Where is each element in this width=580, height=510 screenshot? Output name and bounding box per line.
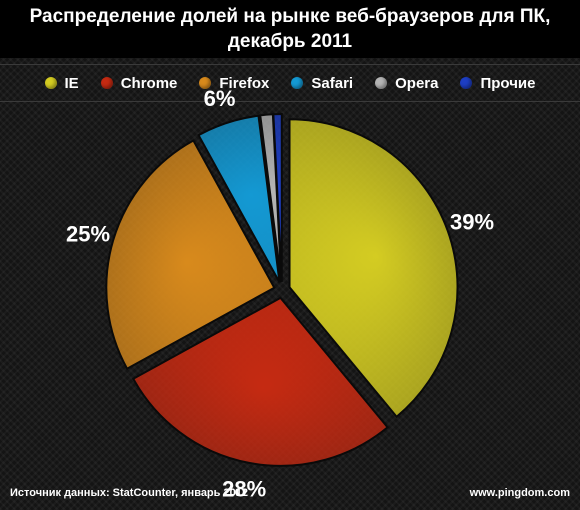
legend-item-4: Opera (375, 75, 438, 92)
pie-label-chrome: 28% (222, 476, 266, 501)
pie-slices (105, 113, 459, 467)
site-credit: www.pingdom.com (469, 487, 570, 499)
pie-label-firefox: 25% (66, 222, 110, 247)
legend-label: Chrome (120, 74, 178, 92)
pie-slice-firefox (105, 139, 276, 371)
legend-swatch (100, 77, 113, 89)
legend-swatch (460, 77, 473, 89)
title-bar: Распределение долей на рынке веб-браузер… (0, 0, 580, 58)
legend-swatch (375, 77, 388, 89)
pie-slice-ie (288, 118, 459, 419)
source-note: Источник данных: StatCounter, январь 201… (10, 487, 248, 499)
legend-swatch (291, 77, 304, 89)
legend-label: Safari (311, 74, 354, 92)
legend-label: Opera (395, 74, 439, 92)
legend-item-2: Firefox (199, 75, 269, 92)
chart-title: Распределение долей на рынке веб-браузер… (30, 4, 551, 54)
legend-item-1: Chrome (100, 74, 178, 92)
pie-slice-safari (197, 114, 281, 283)
chart-title-line-2: декабрь 2011 (227, 31, 353, 52)
pie-label-ie: 39% (450, 210, 494, 235)
pie-labels: 39% 28% 25% 6% (66, 86, 494, 502)
legend: IE Chrome Firefox Safari Opera Прочие (0, 64, 580, 102)
legend-label: Прочие (480, 74, 536, 92)
pie-slice-прочие (272, 113, 283, 283)
pie-label-safari: 6% (204, 86, 236, 111)
chart-title-line-1: Распределение долей на рынке веб-браузер… (29, 6, 551, 27)
legend-item-5: Прочие (460, 75, 535, 92)
legend-label: IE (64, 74, 79, 92)
legend-label: Firefox (219, 74, 270, 92)
legend-item-3: Safari (291, 75, 353, 92)
pie-slice-chrome (131, 296, 389, 467)
legend-swatch (44, 77, 57, 89)
legend-item-0: IE (44, 74, 79, 92)
legend-swatch (199, 77, 212, 89)
